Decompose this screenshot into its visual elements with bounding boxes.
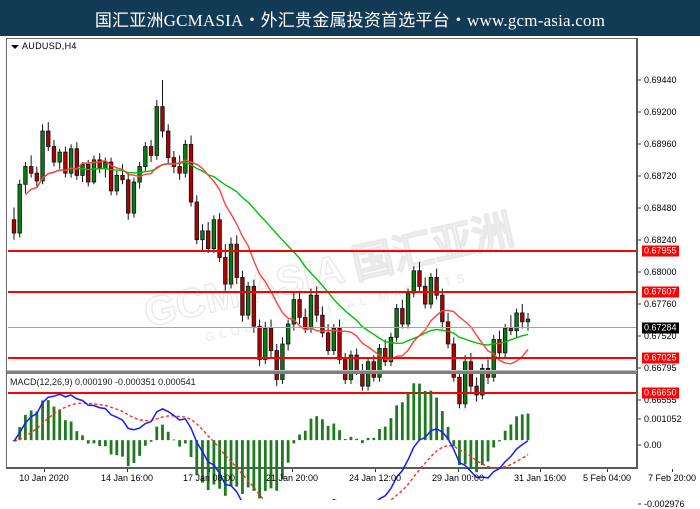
price-tick: 0.68240 (638, 235, 677, 245)
tick-mark (638, 143, 641, 145)
time-tick-label: 21 Jan 20:00 (265, 473, 319, 483)
macd-tick: 0.00 (638, 440, 662, 450)
tick-mark (638, 175, 641, 177)
level-line-0.67955 (8, 250, 636, 252)
time-tick-label: 17 Jan 08:00 (182, 473, 236, 483)
price-tick: 0.69200 (638, 107, 677, 117)
price-level-tag: 0.67955 (642, 245, 679, 257)
tick-mark (638, 207, 641, 209)
pane-divider (7, 370, 637, 374)
macd-indicator-label: MACD(12,26,9) 0.000190 -0.000351 0.00054… (10, 377, 196, 387)
price-level-tag: 0.67607 (642, 286, 679, 298)
time-tick-label: 29 Jan 00:00 (431, 473, 485, 483)
price-tick: 0.66555 (638, 395, 677, 405)
banner-title: 国汇亚洲GCMASIA・外汇贵金属投资首选平台・www.gcm-asia.com (94, 10, 606, 30)
time-tick-mark (44, 469, 45, 472)
time-tick-label: 7 Feb 20:00 (647, 473, 697, 483)
tick-mark (638, 444, 641, 446)
price-series (11, 80, 531, 409)
level-line-0.67607 (8, 291, 636, 293)
tick-mark (638, 79, 641, 81)
price-tick: 0.68000 (638, 267, 677, 277)
time-tick-mark (375, 469, 376, 472)
time-tick-mark (540, 469, 541, 472)
price-tick: 0.68480 (638, 203, 677, 213)
price-axis[interactable]: 0.69440 0.69200 0.68960 0.68720 0.68480 0.682… (638, 36, 700, 509)
symbol-dropdown-icon[interactable] (11, 45, 19, 49)
promo-banner: 国汇亚洲GCMASIA・外汇贵金属投资首选平台・www.gcm-asia.com (0, 0, 700, 36)
chart-canvas[interactable]: GCM ASIA 国汇亚洲 GLOBAL CAPITAL MARKETS AUD… (0, 36, 700, 509)
tick-mark (638, 335, 641, 337)
macd-series (12, 383, 530, 500)
tick-mark (638, 503, 641, 505)
tick-mark (638, 111, 641, 113)
time-tick-label: 10 Jan 2020 (19, 473, 69, 483)
tick-mark (638, 303, 641, 305)
time-tick-mark (458, 469, 459, 472)
time-tick-label: 24 Jan 12:00 (348, 473, 402, 483)
level-line-0.67025 (8, 357, 636, 359)
tick-mark (638, 271, 641, 273)
price-tick: 0.67760 (638, 299, 677, 309)
price-level-tag: 0.67025 (642, 352, 679, 364)
price-tick: 0.68720 (638, 171, 677, 181)
time-tick-label: 14 Jan 16:00 (100, 473, 154, 483)
symbol-label: AUDUSD,H4 (22, 41, 77, 51)
price-tick: 0.69440 (638, 75, 677, 85)
price-tick: 0.66795 (638, 363, 677, 373)
tick-mark (638, 239, 641, 241)
level-line-0.66650 (8, 392, 636, 394)
time-tick-mark (127, 469, 128, 472)
macd-tick: 0.001052 (638, 414, 682, 424)
current-price-tag: 0.67284 (642, 322, 679, 334)
time-tick-mark (607, 469, 608, 472)
tick-mark (638, 418, 641, 420)
macd-tick: -0.002976 (638, 499, 685, 509)
level-line-0.67284 (8, 327, 636, 328)
price-tick: 0.68960 (638, 139, 677, 149)
time-tick-label: 5 Feb 04:00 (582, 473, 632, 483)
tick-mark (638, 399, 641, 401)
time-tick-label: 31 Jan 16:00 (513, 473, 567, 483)
price-level-tag: 0.66650 (642, 387, 679, 399)
time-axis-line (6, 467, 638, 469)
price-axis-line (636, 38, 638, 468)
time-tick-mark (292, 469, 293, 472)
time-tick-mark (672, 469, 673, 472)
time-tick-mark (209, 469, 210, 472)
tick-mark (638, 367, 641, 369)
price-tick: 0.67520 (638, 331, 677, 341)
